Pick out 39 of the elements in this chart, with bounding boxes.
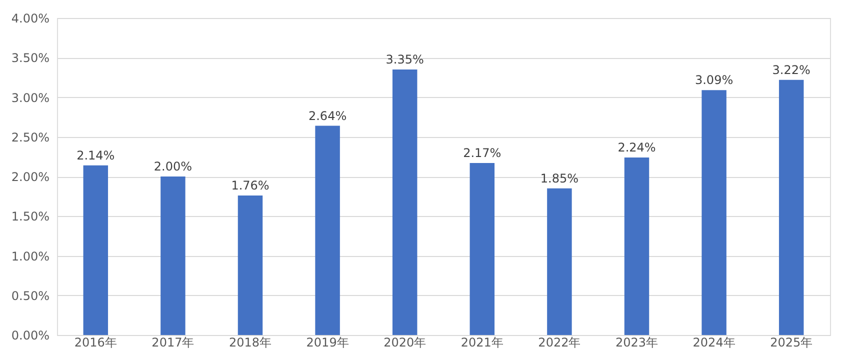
data-label: 3.35% bbox=[386, 52, 424, 67]
data-label: 3.22% bbox=[772, 62, 810, 77]
y-tick-label: 0.00% bbox=[11, 328, 50, 342]
y-tick-label: 4.00% bbox=[11, 12, 50, 26]
bar bbox=[624, 157, 650, 335]
x-tick-label: 2022年 bbox=[538, 336, 581, 350]
x-tick-label: 2023年 bbox=[615, 336, 658, 350]
data-label: 2.14% bbox=[76, 148, 115, 162]
x-tick-label: 2024年 bbox=[692, 336, 736, 350]
y-tick-label: 0.50% bbox=[11, 288, 50, 303]
y-tick-label: 3.50% bbox=[11, 51, 50, 66]
x-tick-label: 2020年 bbox=[384, 336, 426, 350]
bar bbox=[778, 80, 804, 335]
x-tick-label: 2018年 bbox=[228, 336, 272, 350]
data-label: 2.17% bbox=[463, 146, 502, 160]
data-label: 2.24% bbox=[618, 140, 656, 154]
x-tick-label: 2016年 bbox=[74, 336, 117, 350]
bar bbox=[702, 90, 726, 335]
y-tick-label: 2.50% bbox=[11, 130, 50, 144]
bar bbox=[238, 196, 263, 335]
bar bbox=[470, 163, 495, 335]
data-label: 1.76% bbox=[231, 178, 270, 193]
bar bbox=[547, 188, 572, 335]
y-tick-label: 1.50% bbox=[11, 210, 50, 224]
bar bbox=[83, 165, 108, 335]
data-label: 1.85% bbox=[540, 171, 579, 186]
bar bbox=[160, 176, 186, 335]
data-label: 2.64% bbox=[308, 108, 347, 123]
y-tick-label: 1.00% bbox=[11, 249, 50, 264]
data-label: 3.09% bbox=[694, 73, 734, 88]
y-tick-label: 2.00% bbox=[11, 170, 50, 184]
bar bbox=[392, 70, 418, 335]
y-tick-label: 3.00% bbox=[11, 90, 50, 105]
bar bbox=[315, 126, 340, 335]
x-tick-label: 2021年 bbox=[460, 336, 504, 350]
data-label: 2.00% bbox=[154, 160, 192, 174]
x-tick-label: 2025年 bbox=[770, 336, 813, 350]
x-tick-label: 2019年 bbox=[306, 336, 349, 350]
x-tick-label: 2017年 bbox=[152, 336, 194, 350]
